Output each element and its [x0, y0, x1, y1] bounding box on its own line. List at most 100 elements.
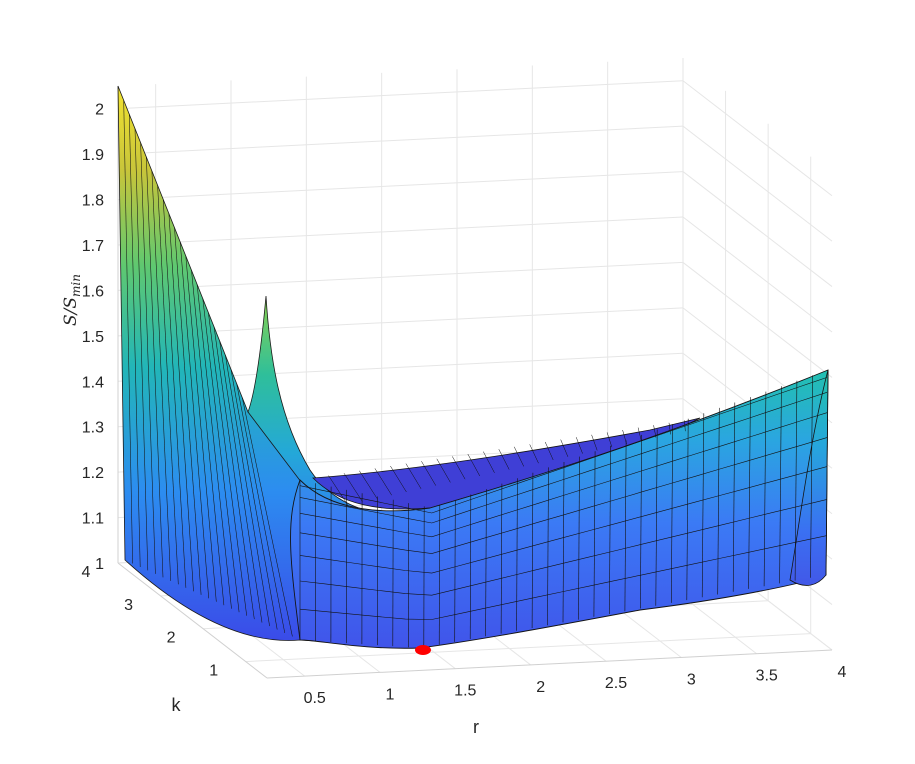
- mesh-line-left-wall: [179, 241, 209, 599]
- mesh-line-back: [452, 456, 466, 480]
- mesh-line-k: [299, 412, 828, 538]
- mesh-line-back: [653, 425, 657, 438]
- grid-line-right-z: [682, 80, 833, 197]
- mesh-line-back: [374, 468, 392, 496]
- z-tick-label: 1.9: [82, 147, 104, 164]
- x-tick-label: 1: [386, 686, 395, 703]
- z-tick-label: 1.2: [82, 465, 104, 482]
- mesh-line-r: [624, 440, 627, 612]
- mesh-line-back: [513, 446, 525, 467]
- z-tick-label: 2: [95, 102, 104, 119]
- x-tick-label: 0.5: [304, 690, 326, 707]
- mesh-line-back: [591, 434, 598, 451]
- mesh-line-left-wall: [162, 199, 187, 588]
- z-tick-label: 1.6: [82, 283, 104, 300]
- y-tick-label: 3: [124, 597, 133, 614]
- mesh-line-left-wall: [213, 326, 255, 620]
- x-tick-label: 3.5: [756, 668, 778, 685]
- y-tick-label: 1: [209, 663, 218, 680]
- mesh-line-r: [578, 456, 580, 620]
- mesh-line-r: [438, 505, 441, 645]
- mesh-line-r: [593, 451, 596, 617]
- mesh-line-left-wall: [146, 156, 164, 578]
- axis-line-r: [266, 649, 833, 679]
- mesh-line-r: [655, 429, 658, 606]
- mesh-line-back: [575, 437, 583, 454]
- mesh-line-back: [359, 470, 378, 499]
- z-tick-label: 1.3: [82, 420, 104, 437]
- mesh-line-left-wall: [225, 355, 270, 627]
- z-tick-label: 1.1: [82, 511, 104, 528]
- z-tick-label: 1.8: [82, 193, 104, 210]
- mesh-line-back: [483, 451, 495, 473]
- mesh-line-r: [794, 380, 798, 581]
- mesh-line-r: [516, 478, 518, 631]
- mesh-line-left-wall: [123, 100, 133, 564]
- z-tick-label: 1.4: [82, 374, 104, 391]
- z-tick-label: 1.5: [82, 329, 104, 346]
- mesh-line-left-wall: [242, 397, 293, 637]
- surface-mesh: [117, 85, 829, 655]
- mesh-line-back: [684, 420, 686, 432]
- mesh-line-r: [500, 483, 503, 634]
- mesh-line-k: [299, 499, 828, 596]
- grid-line-right-z: [682, 171, 833, 287]
- mesh-line-r: [640, 434, 642, 609]
- mesh-line-back: [436, 458, 451, 483]
- mesh-line-left-wall: [191, 270, 225, 606]
- x-tick-label: 3: [687, 672, 696, 689]
- mesh-line-left-wall: [230, 369, 278, 630]
- mesh-line-r: [686, 418, 689, 601]
- mesh-line-k: [299, 392, 828, 524]
- grid-line-right-z: [682, 125, 833, 242]
- mesh-line-back: [544, 441, 554, 461]
- mesh-line-back: [668, 422, 671, 435]
- mesh-line-left-wall: [196, 284, 232, 609]
- mesh-line-back: [343, 473, 363, 502]
- surface-right-cap: [789, 369, 829, 586]
- mesh-line-left-wall: [157, 185, 179, 585]
- mesh-line-back: [606, 432, 613, 448]
- mesh-line-r: [485, 489, 487, 637]
- mesh-line-back: [390, 465, 407, 493]
- mesh-line-left-wall: [185, 256, 217, 602]
- mesh-line-k: [299, 535, 828, 620]
- grid-line-back-z: [117, 261, 684, 291]
- grid-line-back-z: [117, 80, 684, 110]
- mesh-line-left-wall: [208, 312, 247, 616]
- mesh-line-left-wall: [236, 383, 286, 634]
- minimum-marker: [415, 645, 431, 655]
- mesh-line-left-wall: [174, 227, 202, 595]
- grid-line-back-z: [117, 216, 684, 246]
- mesh-line-left-wall: [134, 128, 149, 571]
- mesh-line-r: [825, 369, 829, 576]
- z-axis-label-main: S/S: [61, 297, 81, 326]
- mesh-line-back: [560, 439, 569, 457]
- mesh-line-back: [405, 463, 422, 489]
- mesh-line-r: [670, 424, 674, 603]
- y-axis-label: k: [172, 695, 182, 715]
- mesh-line-left-wall: [129, 114, 141, 568]
- mesh-line-r: [562, 461, 565, 623]
- mesh-line-r: [810, 375, 813, 578]
- mesh-line-k: [299, 377, 828, 514]
- surface-front-face: [290, 369, 829, 649]
- mesh-line-back: [421, 461, 437, 486]
- z-axis-label-subscript: min: [69, 274, 83, 297]
- y-tick-label: 4: [82, 564, 91, 581]
- mesh-line-r: [609, 445, 611, 615]
- mesh-line-r: [531, 472, 534, 629]
- mesh-line-back: [498, 449, 510, 470]
- mesh-line-back: [637, 427, 642, 441]
- x-tick-label: 4: [838, 664, 847, 681]
- z-tick-label: 1.7: [82, 238, 104, 255]
- mesh-line-r: [732, 402, 736, 592]
- x-tick-label: 1.5: [454, 683, 476, 700]
- mesh-line-left-wall: [219, 341, 263, 623]
- mesh-line-r: [547, 467, 549, 626]
- mesh-line-back: [622, 429, 627, 445]
- grid-line-floor-k: [245, 633, 811, 663]
- mesh-line-k: [299, 437, 828, 554]
- mesh-line-r: [701, 413, 705, 598]
